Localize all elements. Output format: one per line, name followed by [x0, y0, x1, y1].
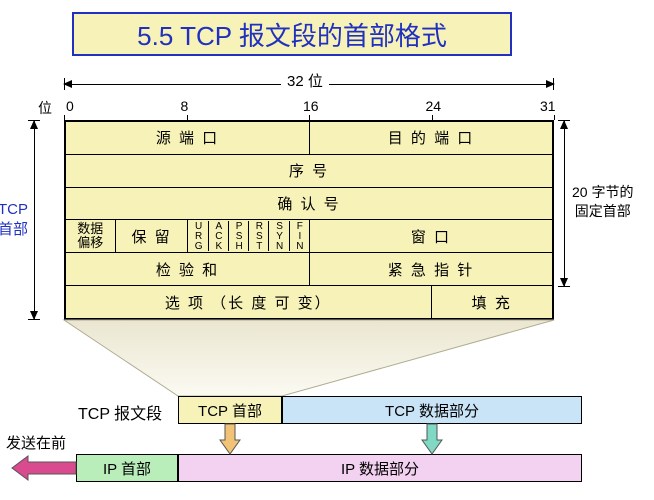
tcp-data-box-text: TCP 数据部分: [385, 400, 479, 421]
ip-data-box: IP 数据部分: [178, 454, 582, 482]
flag-urg: URG: [188, 221, 207, 251]
header-cell: 确 认 号: [66, 188, 552, 220]
flag-rst: RST: [248, 221, 268, 251]
header-cell: 填 充: [431, 286, 553, 318]
header-cell: 窗 口: [309, 220, 552, 252]
page-title: 5.5 TCP 报文段的首部格式: [72, 12, 512, 56]
header-cell: 源 端 口: [66, 122, 309, 154]
flag-ack: ACK: [208, 221, 228, 251]
tcp-segment-label: TCP 报文段: [78, 400, 162, 424]
header-cell: 选 项 （长 度 可 变）: [66, 286, 431, 318]
header-cell: 检 验 和: [66, 253, 309, 285]
header-cell: 序 号: [66, 155, 552, 187]
header-cell: 紧 急 指 针: [309, 253, 552, 285]
flag-psh: PSH: [228, 221, 248, 251]
tcp-segment-label-text: TCP 报文段: [78, 406, 162, 423]
tcp-header-table: 源 端 口目 的 端 口序 号确 认 号数据 偏移保 留URGACKPSHRST…: [64, 120, 554, 320]
header-cell: 目 的 端 口: [309, 122, 552, 154]
flag-fin: FIN: [289, 221, 309, 251]
send-first-label: 发送在前: [6, 432, 66, 453]
tcp-header-box-text: TCP 首部: [198, 400, 262, 421]
header-cell: 数据 偏移: [66, 220, 115, 252]
tcp-header-box: TCP 首部: [178, 396, 282, 424]
ip-header-box: IP 首部: [76, 454, 178, 482]
ip-data-box-text: IP 数据部分: [341, 458, 419, 479]
tcp-data-box: TCP 数据部分: [282, 396, 582, 424]
title-text: 5.5 TCP 报文段的首部格式: [137, 21, 447, 51]
flag-syn: SYN: [268, 221, 288, 251]
send-first-text: 发送在前: [6, 435, 66, 452]
header-cell: 保 留: [115, 220, 188, 252]
ip-header-box-text: IP 首部: [103, 458, 151, 479]
